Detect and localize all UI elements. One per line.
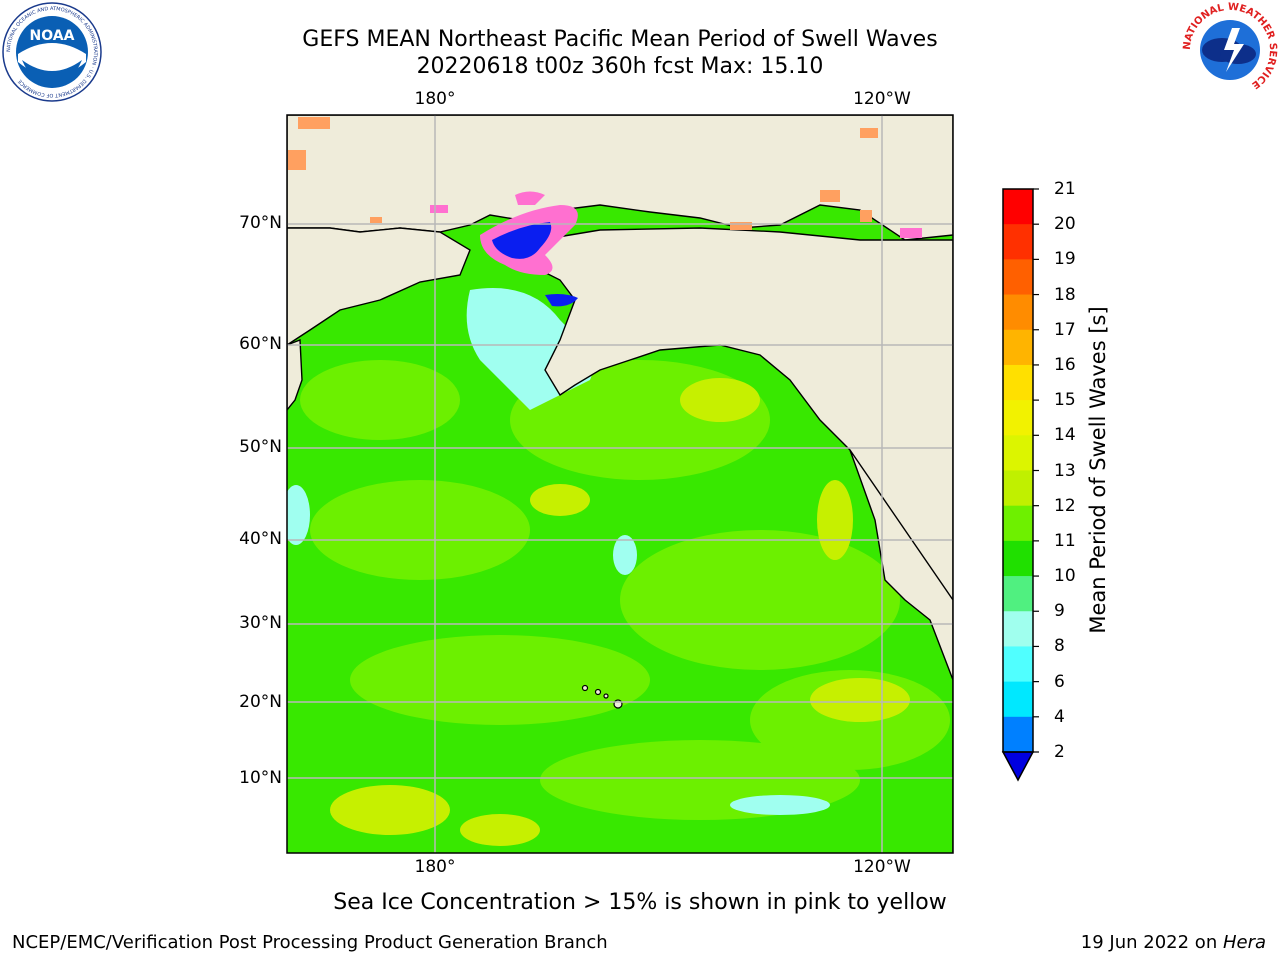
sea-ice-note: Sea Ice Concentration > 15% is shown in … [333, 890, 947, 915]
footer-date: 19 Jun 2022 on Hera [1081, 932, 1266, 953]
map-subtitle: 20220618 t00z 360h fcst Max: 15.10 [416, 54, 824, 79]
colorbar-segment [1003, 294, 1033, 331]
colorbar-segment [1003, 681, 1033, 718]
lat-label-60n: 60°N [239, 334, 282, 354]
ocean-yellow-patches [330, 378, 910, 846]
colorbar-segment [1003, 611, 1033, 647]
colorbar-label: Mean Period of Swell Waves [s] [1086, 306, 1110, 634]
colorbar-tick-label: 10 [1054, 566, 1076, 587]
sea-ice-areas [288, 117, 922, 307]
colorbar-tick-label: 2 [1054, 742, 1065, 762]
lon-label-top-180: 180° [414, 89, 456, 109]
colorbar-tick-label: 19 [1054, 249, 1076, 270]
colorbar-segment [1003, 646, 1033, 683]
lon-label-bottom-120w: 120°W [853, 857, 911, 877]
colorbar-tick-label: 9 [1054, 601, 1065, 622]
lat-label-30n: 30°N [239, 613, 282, 633]
colorbar-tick-label: 6 [1054, 671, 1065, 692]
nws-logo: NATIONAL WEATHER SERVICE [1182, 2, 1278, 96]
colorbar-tick-label: 4 [1054, 706, 1065, 727]
land-areas [287, 115, 953, 853]
colorbar-segment [1003, 540, 1033, 577]
colorbar-segment [1003, 716, 1033, 753]
colorbar-tick-label: 16 [1054, 354, 1076, 375]
colorbar-segment [1003, 329, 1033, 366]
lat-label-70n: 70°N [239, 213, 282, 233]
map-frame [286, 114, 954, 854]
footer-date-text: 19 Jun 2022 on [1080, 932, 1223, 953]
colorbar-segment [1003, 364, 1033, 401]
colorbar-tick-label: 14 [1054, 425, 1076, 446]
lat-label-40n: 40°N [239, 529, 282, 549]
colorbar-segment [1003, 505, 1033, 542]
colorbar-tick-label: 21 [1054, 179, 1076, 199]
colorbar-segment [1003, 189, 1033, 225]
lon-label-bottom-180: 180° [414, 857, 456, 877]
colorbar-segment [1003, 435, 1033, 471]
lon-label-top-120w: 120°W [853, 89, 911, 109]
colorbar-extend-arrow [1001, 751, 1035, 782]
colorbar-segment [1003, 470, 1033, 507]
graticule [287, 115, 953, 853]
footer-host: Hera [1222, 932, 1266, 953]
colorbar-segment [1003, 400, 1033, 436]
colorbar-tick-label: 12 [1054, 495, 1076, 516]
svg-text:NOAA: NOAA [30, 28, 75, 44]
colorbar-tick-label: 11 [1054, 530, 1076, 551]
colorbar-tick-label: 8 [1054, 636, 1065, 657]
noaa-logo: NOAA NATIONAL OCEANIC AND ATMOSPHERIC AD… [2, 2, 102, 102]
colorbar-tick-label: 15 [1054, 390, 1076, 411]
colorbar-segment [1003, 259, 1033, 296]
colorbar-tick-label: 18 [1054, 284, 1076, 305]
map-title: GEFS MEAN Northeast Pacific Mean Period … [302, 27, 938, 52]
lat-label-20n: 20°N [239, 692, 282, 712]
lat-label-10n: 10°N [239, 768, 282, 788]
lat-label-50n: 50°N [239, 437, 282, 457]
colorbar-segment [1003, 224, 1033, 260]
colorbar-tick-label: 13 [1054, 460, 1076, 481]
colorbar-tick-label: 17 [1054, 319, 1076, 340]
colorbar-tick-label: 20 [1054, 214, 1076, 235]
footer-branch: NCEP/EMC/Verification Post Processing Pr… [12, 932, 608, 953]
colorbar-segment [1003, 576, 1033, 612]
